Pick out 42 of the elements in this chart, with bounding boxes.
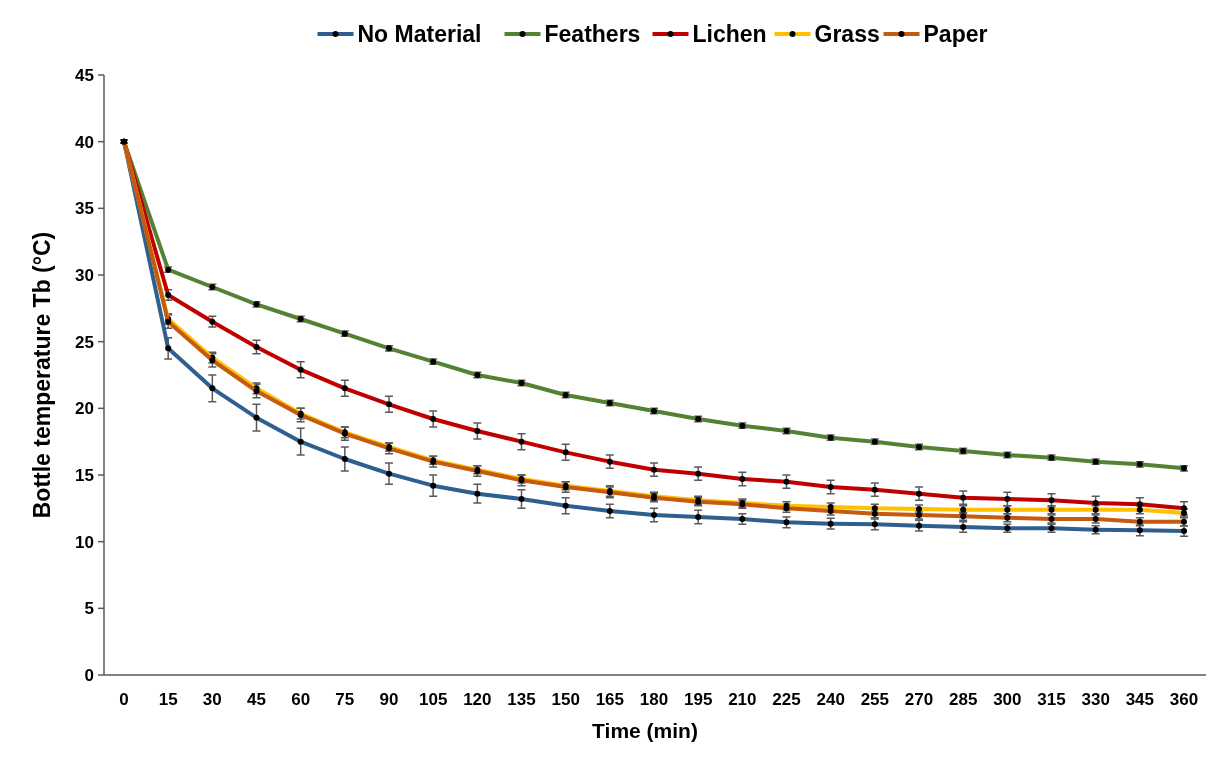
x-tick-label: 45 [247,690,266,709]
x-tick-label: 315 [1037,690,1066,709]
x-tick-label: 270 [904,690,934,709]
x-tick-label: 150 [551,690,580,709]
y-tick-label: 40 [75,132,94,152]
y-tick-label: 20 [75,399,94,419]
x-tick-label: 75 [335,690,355,709]
x-tick-label: 330 [1081,690,1110,709]
x-tick-label: 180 [639,690,669,709]
x-tick-label: 0 [119,690,129,709]
legend-label: No Material [357,21,482,48]
x-tick-label: 360 [1169,690,1199,709]
x-axis-title: Time (min) [592,719,698,742]
x-tick-label: 345 [1125,690,1155,709]
legend-label: Grass [814,21,880,48]
legend-label: Paper [923,21,988,48]
x-tick-label: 255 [860,690,890,709]
y-tick-label: 25 [75,332,94,352]
x-tick-label: 195 [683,690,713,709]
y-tick-label: 35 [75,199,94,219]
x-tick-label: 15 [158,690,178,709]
x-tick-label: 240 [816,690,845,709]
x-tick-label: 225 [772,690,801,709]
y-tick-label: 15 [75,465,94,485]
x-tick-label: 60 [291,690,311,709]
y-axis-title: Bottle temperature Tb (°C) [29,231,55,519]
y-tick-label: 30 [75,265,94,285]
x-tick-label: 90 [379,690,399,709]
x-tick-label: 210 [728,690,757,709]
y-tick-label: 5 [84,599,94,619]
y-tick-label: 45 [75,65,94,85]
x-tick-label: 135 [507,690,536,709]
x-tick-label: 120 [463,690,492,709]
legend-label: Lichen [692,21,767,48]
y-tick-label: 0 [84,665,94,685]
x-tick-label: 285 [948,690,978,709]
x-tick-label: 300 [993,690,1022,709]
legend-label: Feathers [544,21,641,48]
x-tick-label: 30 [202,690,222,709]
y-tick-label: 10 [75,532,94,552]
x-tick-label: 165 [595,690,625,709]
x-tick-label: 105 [418,690,448,709]
